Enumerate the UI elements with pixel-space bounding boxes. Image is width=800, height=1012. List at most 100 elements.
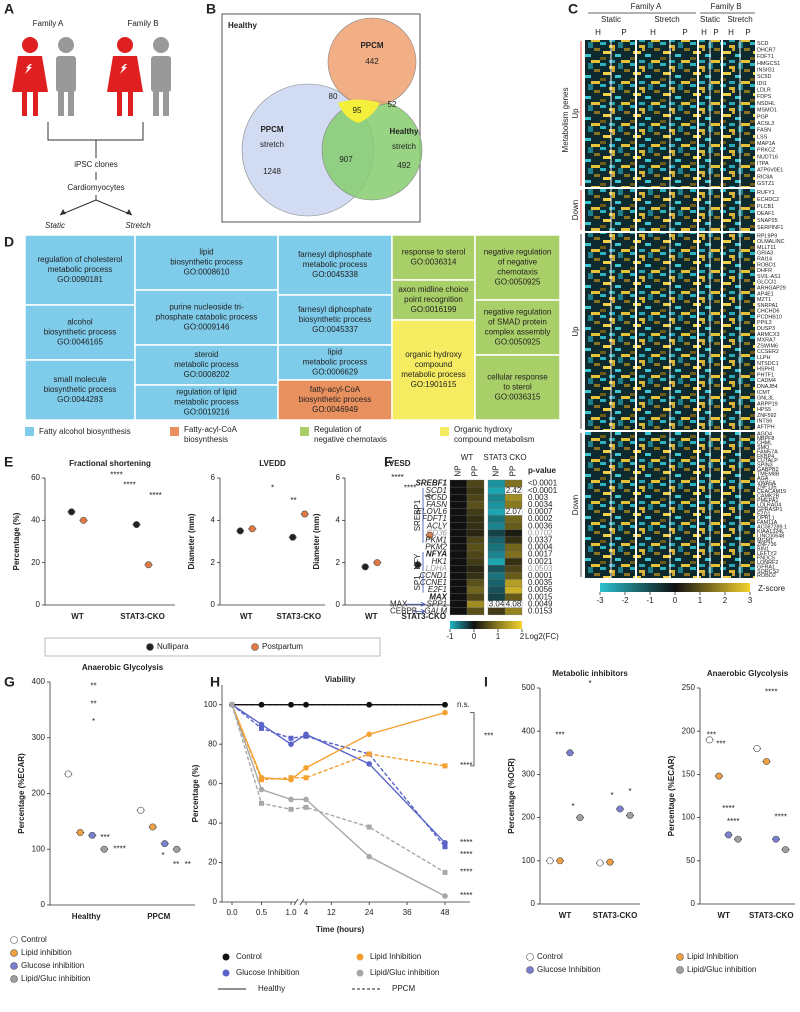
colorbar-tick-label: 1 <box>496 632 501 641</box>
data-point <box>753 744 761 752</box>
x-tick-label: STAT3-CKO <box>120 612 165 621</box>
venn-overlap: 907 <box>339 155 353 164</box>
heat-cell <box>466 586 485 594</box>
gene-label: CUTALP <box>757 458 778 464</box>
legend-marker <box>676 966 684 974</box>
data-point <box>248 525 256 533</box>
gene-label: SREBF1 <box>415 479 447 488</box>
heat-cell <box>504 607 523 616</box>
significance: ** <box>290 496 296 505</box>
condition-label: Static <box>45 221 65 230</box>
heat-cell <box>504 494 523 502</box>
significance: **** <box>149 491 161 500</box>
y-tick-label: 20 <box>208 858 217 867</box>
x-tick-label: 24 <box>365 908 374 917</box>
cell-label: 3.04 <box>489 599 505 608</box>
plot-title: LVESD <box>384 459 410 468</box>
legend-marker <box>10 949 18 957</box>
gene-label: CAMK2B <box>757 494 780 500</box>
term-label: organic hydroxy <box>405 350 461 359</box>
side-title: Metabolism genes <box>561 88 570 153</box>
series-line <box>231 704 446 781</box>
treemap-cell <box>277 379 393 421</box>
term-label: biosynthetic process <box>170 258 242 267</box>
x-tick-label: 4 <box>304 908 309 917</box>
colorbar-label: Log2(FC) <box>525 632 559 641</box>
legend-marker <box>10 962 18 970</box>
gene-label: MZT1 <box>757 297 771 303</box>
gene-label: CCND1 <box>419 571 447 580</box>
gene-label: LDHA <box>426 564 447 573</box>
data-point <box>80 516 88 524</box>
gene-label: GFRA1 <box>757 564 775 570</box>
y-tick-label: 0 <box>211 600 216 609</box>
term-label: of SMAD protein <box>488 318 547 327</box>
significance: **** <box>775 813 787 822</box>
gene-label: KIAA1324L <box>757 529 784 535</box>
heat-cell <box>466 494 485 502</box>
go-id: GO:0044283 <box>57 395 103 404</box>
gene-label: LINC00648 <box>757 533 784 539</box>
group-header: STAT3 CKO <box>483 453 526 462</box>
series-point <box>442 844 448 850</box>
gene-label: IDI1 <box>757 81 767 87</box>
family-icons <box>12 37 171 216</box>
y-axis-label: Percentage (%ECAR) <box>667 755 676 836</box>
colorbar-tick-label: -1 <box>646 596 654 605</box>
series-point <box>288 775 294 781</box>
panel-label: H <box>210 674 220 690</box>
y-tick-label: 60 <box>208 779 217 788</box>
data-point <box>64 770 72 778</box>
data-point <box>705 736 713 744</box>
panel-label: A <box>4 1 14 17</box>
heat-cell <box>449 543 468 552</box>
term-label: metabolic process <box>401 370 465 379</box>
term-label: metabolic process <box>303 358 367 367</box>
gene-label: SCD <box>757 41 768 47</box>
y-tick-label: 100 <box>204 700 218 709</box>
significance: * <box>162 851 165 860</box>
heat-cell <box>449 572 468 580</box>
p-value: 0.0036 <box>528 521 553 530</box>
term-label: regulation of cholesterol <box>38 255 123 264</box>
series-point <box>303 765 309 771</box>
series-line <box>231 704 446 844</box>
gene-label: FDFT1 <box>422 514 447 523</box>
y-tick-label: 4 <box>211 515 216 524</box>
significance: * <box>571 802 574 811</box>
significance: **** <box>110 471 122 480</box>
significance-bracket <box>470 712 475 767</box>
venn-set-qualifier: stretch <box>260 140 284 149</box>
x-tick-label: 0.0 <box>226 908 238 917</box>
term-label: metabolic process <box>48 265 112 274</box>
gene-label: ROBO2 <box>757 573 776 579</box>
legend-label: Nullipara <box>157 642 189 651</box>
treemap-cell <box>134 289 279 346</box>
gene-label: NTSDC1 <box>757 361 779 367</box>
go-id: GO:0046949 <box>312 405 358 414</box>
x-tick-label: 1.0 <box>285 908 297 917</box>
factor-label: MAX <box>390 599 408 608</box>
heat-cell <box>504 565 523 573</box>
heat-cell <box>449 479 468 488</box>
p-value: 0.0056 <box>528 585 553 594</box>
series-point <box>258 721 265 728</box>
venn-frame <box>221 13 421 223</box>
treemap-cell <box>24 304 136 361</box>
y-axis-label: Percentage (%OCR) <box>507 758 516 834</box>
significance: n.s. <box>457 700 470 709</box>
term-label: steroid <box>194 350 218 359</box>
series-point <box>442 763 448 769</box>
series-point <box>259 725 264 731</box>
gene-label: CEACAM19 <box>757 489 786 495</box>
series-point <box>259 777 264 783</box>
gene-label: BIN1 <box>757 547 769 553</box>
series-point <box>442 893 448 899</box>
gene-label: FASN <box>426 500 447 509</box>
gene-label: MGMT <box>757 538 774 544</box>
p-value: 0.0049 <box>528 599 553 608</box>
heat-cell <box>449 501 468 509</box>
gene-label: INTS6 <box>757 419 772 425</box>
x-tick-label: WT <box>71 612 84 621</box>
